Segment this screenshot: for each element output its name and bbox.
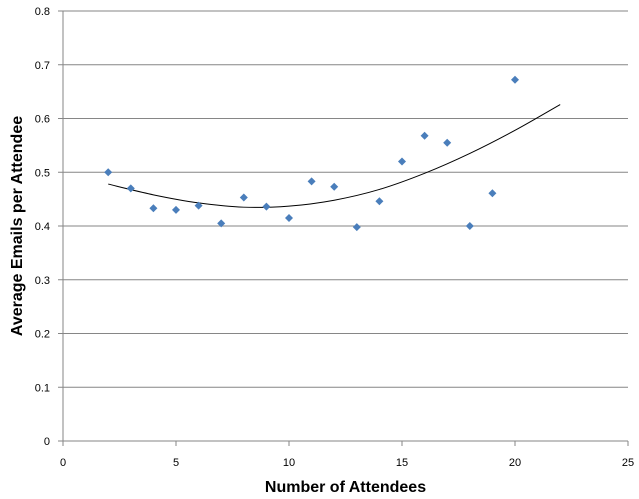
data-point (217, 219, 226, 228)
y-tick-label: 0.7 (35, 60, 50, 72)
y-tick-label: 0.5 (35, 167, 50, 179)
data-point (104, 168, 113, 177)
x-tick-label: 0 (60, 457, 66, 469)
y-tick-label: 0 (44, 436, 50, 448)
x-tick-label: 25 (622, 457, 634, 469)
x-tick-label: 10 (283, 457, 295, 469)
data-point (285, 213, 293, 222)
y-tick-label: 0.8 (35, 6, 50, 18)
y-tick-label: 0.3 (35, 275, 50, 287)
y-tick-label: 0.4 (35, 221, 50, 233)
data-point (443, 138, 452, 147)
data-point (330, 182, 339, 191)
data-point (239, 193, 248, 202)
axes (58, 10, 629, 446)
y-tick-label: 0.6 (35, 114, 50, 126)
x-tick-label: 20 (509, 457, 521, 469)
trendline (108, 104, 561, 208)
data-point (398, 157, 406, 166)
gridlines (63, 10, 628, 388)
data-point (126, 184, 135, 193)
y-tick-label: 0.1 (35, 382, 50, 394)
data-point (465, 222, 474, 230)
y-axis-title: Average Emails per Attendee (9, 116, 26, 336)
data-point (307, 177, 316, 186)
data-point (420, 131, 429, 140)
x-tick-label: 5 (173, 457, 179, 469)
trendline-layer (108, 104, 561, 208)
data-point (352, 223, 361, 232)
data-point (375, 197, 384, 206)
tick-labels: 0 0.1 0.2 0.3 0.4 0.5 0.6 0.7 0.8 0 5 10 15 20 25 (35, 6, 634, 469)
x-tick-label: 15 (396, 457, 408, 469)
data-point (172, 205, 180, 214)
data-point (194, 201, 203, 210)
data-point (511, 75, 519, 84)
x-axis-title: Number of Attendees (265, 479, 426, 496)
y-tick-label: 0.2 (35, 329, 50, 341)
data-point (149, 204, 158, 213)
data-point (488, 189, 497, 198)
data-points (104, 75, 519, 232)
data-point (262, 202, 271, 211)
